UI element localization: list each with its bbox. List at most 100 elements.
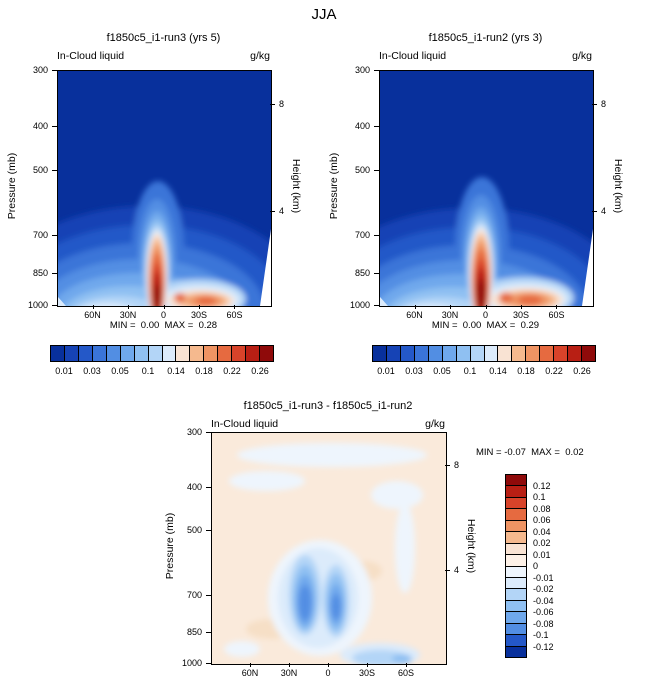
tick-label: 1000 (349, 300, 370, 310)
tick-mark (250, 663, 251, 667)
colorbar-segment (148, 346, 163, 361)
colorbar-label: -0.08 (533, 618, 554, 629)
colorbar-difference: 0.12 0.1 0.08 0.06 0.04 0.02 0.01 0 -0.01 -0.02 -0… (505, 474, 565, 658)
colorbar-label: 0.05 (111, 366, 129, 376)
colorbar-label: 0.04 (533, 526, 551, 537)
colorbar-segment (506, 497, 526, 510)
tick-label: 500 (32, 164, 48, 175)
tick-mark (206, 594, 211, 596)
colorbar-segment (442, 346, 457, 361)
colorbar-label: 0.22 (223, 366, 241, 376)
tick-label: 30N (119, 310, 137, 320)
units-label: g/kg (250, 50, 270, 62)
tick-mark (288, 663, 290, 667)
colorbar-segment (470, 346, 485, 361)
colorbar-label: 0 (533, 561, 539, 571)
tick-label: 300 (32, 65, 48, 75)
colorbar-segment (506, 509, 526, 521)
tick-mark (206, 487, 211, 489)
tick-label: 60N (406, 310, 423, 320)
tick-label: 850 (186, 626, 202, 637)
pressure-axis-ticks: 300 400 500 700 850 1000 (0, 65, 57, 310)
tick-label: 30N (280, 668, 298, 678)
contour-plot-run3 (57, 70, 272, 307)
colorbar-segment (106, 346, 121, 361)
min-max-stats: MIN = 0.00 MAX = 0.28 (109, 320, 218, 331)
tick-mark (485, 305, 487, 309)
colorbar-segment (506, 577, 526, 590)
colorbar-segment (204, 346, 219, 361)
colorbar-segment (506, 600, 526, 613)
panel-title: f1850c5_i1-run2 (yrs 3) (428, 32, 543, 44)
contour-field (58, 71, 271, 306)
colorbar-label: -0.04 (533, 595, 554, 606)
tick-mark (328, 663, 329, 667)
colorbar-segment (484, 346, 499, 361)
pressure-axis-ticks: 300 400 500 700 850 1000 (322, 65, 379, 310)
tick-mark (206, 663, 211, 664)
tick-mark (206, 529, 211, 531)
latitude-axis-ticks: 60N 30N 0 30S 60S (379, 305, 592, 321)
colorbar-segment (506, 635, 526, 647)
colorbar-segment (506, 520, 526, 533)
tick-mark (367, 663, 368, 667)
colorbar-segment (246, 346, 261, 361)
colorbar-segment (218, 346, 233, 361)
colorbar-label: 0.03 (83, 366, 101, 376)
tick-label: 60S (548, 310, 565, 320)
tick-mark (374, 273, 379, 275)
units-label: g/kg (572, 50, 592, 62)
colorbar-label: -0.06 (533, 607, 554, 617)
tick-label: 0 (482, 310, 489, 320)
colorbar-label: -0.02 (533, 584, 554, 594)
colorbar-segment (506, 543, 526, 556)
tick-label: 30S (190, 310, 208, 320)
colorbar-label: -0.12 (533, 641, 554, 652)
colorbar-segment (540, 346, 555, 361)
contour-plot-run2 (379, 70, 594, 307)
tick-label: 850 (354, 268, 370, 279)
colorbar-segment (176, 346, 191, 361)
colorbar-label: 0.08 (533, 503, 551, 514)
colorbar-segment (582, 346, 595, 361)
colorbar-label: 0.26 (251, 366, 269, 376)
tick-label: 700 (354, 230, 370, 241)
tick-mark (556, 305, 558, 309)
colorbar-label: 0.06 (533, 515, 551, 525)
colorbar-segment (373, 346, 387, 361)
tick-label: 8 (454, 460, 460, 471)
panel-run3-yrs5: f1850c5_i1-run3 (yrs 5) In-Cloud liquid … (0, 26, 324, 392)
tick-mark (52, 126, 57, 128)
colorbar-label: 0.03 (405, 366, 423, 376)
colorbar-segment (506, 486, 526, 498)
colorbar-segment (506, 475, 526, 487)
tick-mark (234, 305, 236, 309)
colorbar-segment (51, 346, 65, 361)
panel-title: f1850c5_i1-run3 (yrs 5) (106, 32, 221, 44)
tick-mark (270, 210, 275, 212)
panel-run2-yrs3: f1850c5_i1-run2 (yrs 3) In-Cloud liquid … (322, 26, 646, 392)
colorbar-segment (568, 346, 583, 361)
tick-label: 700 (32, 230, 48, 241)
colorbar-segment (506, 623, 526, 636)
tick-label: 8 (279, 98, 285, 109)
colorbar-label: 0.1 (533, 492, 546, 502)
colorbar-label: 0.12 (533, 480, 551, 491)
contour-field (212, 433, 446, 664)
tick-mark (445, 570, 450, 572)
tick-mark (127, 305, 129, 309)
colorbar-segment (232, 346, 247, 361)
colorbar-segment (260, 346, 273, 361)
tick-mark (374, 70, 379, 71)
colorbar-label: 0.18 (517, 366, 535, 376)
tick-label: 300 (354, 65, 370, 75)
tick-mark (592, 210, 597, 212)
tick-label: 400 (32, 121, 48, 132)
tick-mark (414, 305, 416, 309)
colorbar-segment (134, 346, 149, 361)
colorbar-label: 0.01 (377, 366, 395, 376)
colorbar-label: 0.05 (433, 366, 451, 376)
